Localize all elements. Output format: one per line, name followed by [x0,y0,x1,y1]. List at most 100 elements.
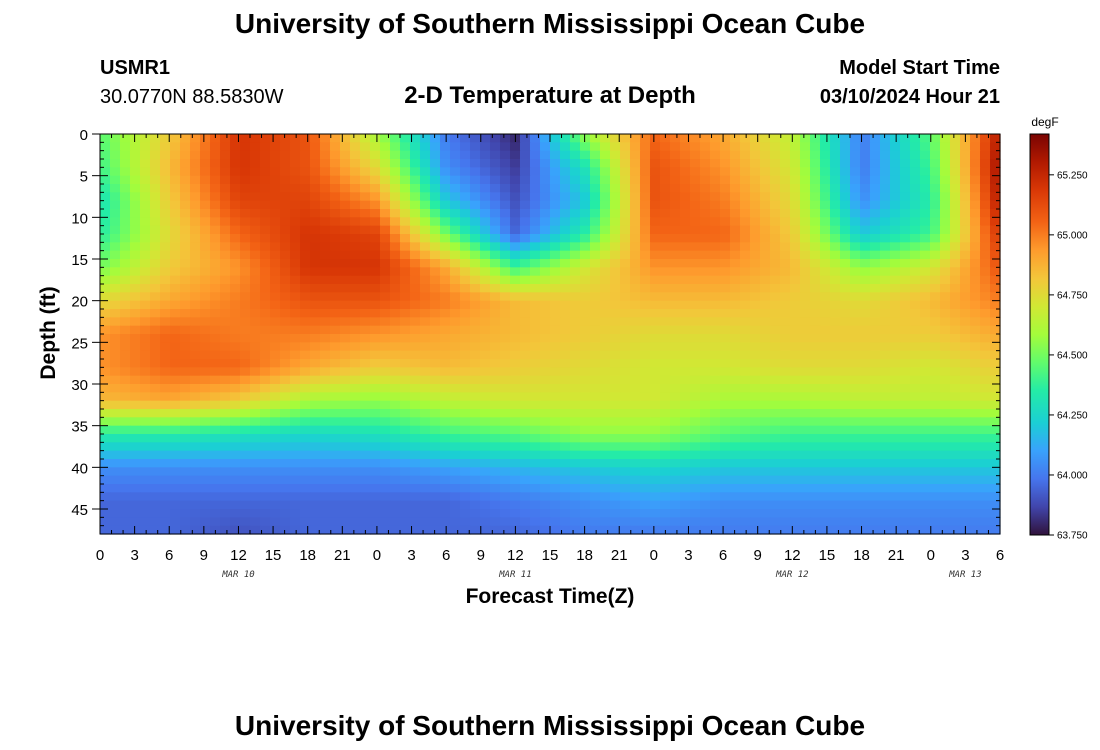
heatmap-cell [110,392,121,402]
heatmap-cell [220,167,231,177]
heatmap-cell [270,492,281,502]
heatmap-cell [160,217,171,227]
heatmap-cell [510,209,521,218]
heatmap-cell [540,209,551,218]
heatmap-cell [540,525,551,535]
heatmap-cell [270,409,281,418]
heatmap-cell [120,359,131,368]
heatmap-cell [850,275,861,285]
heatmap-cell [620,525,631,535]
heatmap-cell [550,459,561,468]
heatmap-cell [660,475,671,485]
heatmap-cell [780,367,791,377]
heatmap-cell [500,267,511,277]
heatmap-cell [190,350,201,360]
heatmap-cell [910,442,921,452]
heatmap-cell [200,234,211,243]
heatmap-cell [380,492,391,502]
heatmap-cell [680,392,691,402]
heatmap-cell [550,175,561,185]
heatmap-cell [120,525,131,535]
heatmap-cell [520,375,531,385]
heatmap-cell [980,317,991,327]
heatmap-cell [370,200,381,210]
heatmap-cell [330,367,341,377]
heatmap-cell [700,517,711,527]
heatmap-cell [690,450,701,460]
heatmap-cell [310,159,321,168]
heatmap-cell [240,384,251,393]
heatmap-cell [140,184,151,193]
heatmap-cell [380,375,391,385]
heatmap-cell [500,334,511,343]
heatmap-cell [590,500,601,510]
heatmap-cell [950,192,961,202]
heatmap-cell [800,167,811,177]
heatmap-cell [830,284,841,293]
heatmap-cell [640,500,651,510]
heatmap-cell [700,142,711,152]
heatmap-cell [310,442,321,452]
heatmap-cell [390,217,401,227]
heatmap-cell [450,417,461,427]
heatmap-cell [280,275,291,285]
heatmap-cell [270,417,281,427]
heatmap-cell [710,500,721,510]
heatmap-cell [250,475,261,485]
heatmap-cell [670,150,681,160]
heatmap-cell [840,134,851,143]
x-tick-label: 6 [442,547,450,564]
heatmap-cell [220,434,231,443]
heatmap-cell [840,392,851,402]
heatmap-cell [540,517,551,527]
heatmap-cell [720,384,731,393]
heatmap-cell [540,217,551,227]
heatmap-cell [310,292,321,302]
heatmap-cell [150,275,161,285]
heatmap-cell [260,225,271,235]
heatmap-cell [340,242,351,252]
heatmap-cell [430,467,441,477]
heatmap-cell [570,192,581,202]
heatmap-cell [840,484,851,493]
heatmap-cell [190,500,201,510]
heatmap-cell [760,267,771,277]
heatmap-cell [160,309,171,318]
heatmap-cell [900,284,911,293]
heatmap-cell [650,525,661,535]
heatmap-cell [690,159,701,168]
heatmap-cell [110,425,121,435]
heatmap-cell [430,525,441,535]
heatmap-cell [180,500,191,510]
month-label-mar10: MAR 10 [222,570,255,580]
heatmap-cell [160,334,171,343]
heatmap-cell [600,225,611,235]
heatmap-cell [680,150,691,160]
heatmap-cell [830,175,841,185]
heatmap-cell [460,484,471,493]
heatmap-cell [910,284,921,293]
heatmap-cell [470,409,481,418]
heatmap-cell [360,375,371,385]
heatmap-cell [850,292,861,302]
heatmap-cell [680,217,691,227]
month-label-mar11: MAR 11 [499,570,532,580]
heatmap-cell [890,392,901,402]
heatmap-cell [320,200,331,210]
heatmap-cell [160,359,171,368]
heatmap-cell [750,142,761,152]
heatmap-cell [510,442,521,452]
heatmap-cell [350,409,361,418]
heatmap-cell [860,409,871,418]
heatmap-cell [530,392,541,402]
heatmap-cell [630,192,641,202]
heatmap-cell [320,275,331,285]
heatmap-cell [640,350,651,360]
heatmap-cell [570,367,581,377]
heatmap-cell [110,442,121,452]
heatmap-cell [940,317,951,327]
heatmap-cell [510,450,521,460]
heatmap-cell [520,434,531,443]
heatmap-cell [120,425,131,435]
heatmap-cell [770,417,781,427]
